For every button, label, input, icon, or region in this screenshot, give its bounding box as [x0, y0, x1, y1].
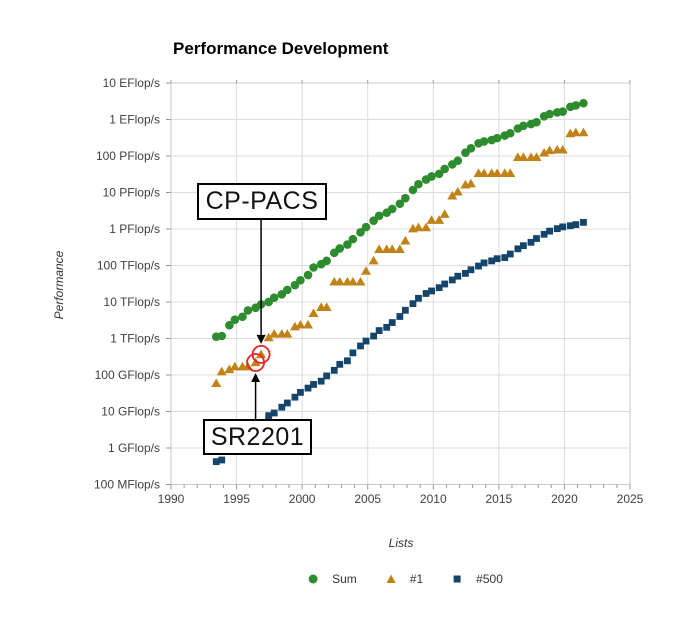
- gridlines: [171, 83, 630, 485]
- svg-text:2025: 2025: [617, 492, 644, 506]
- chart-title: Performance Development: [173, 39, 389, 58]
- svg-text:1 TFlop/s: 1 TFlop/s: [110, 332, 160, 346]
- annotation-box-cp-pacs: CP-PACS: [197, 183, 327, 220]
- svg-text:2000: 2000: [289, 492, 316, 506]
- plot-border: [170, 82, 631, 485]
- legend-label: #500: [476, 572, 503, 586]
- square-marker-icon: [453, 575, 461, 583]
- annotation-arrowhead: [251, 372, 261, 382]
- svg-text:1 PFlop/s: 1 PFlop/s: [109, 222, 160, 236]
- svg-text:100 TFlop/s: 100 TFlop/s: [97, 259, 160, 273]
- svg-text:100 GFlop/s: 100 GFlop/s: [95, 368, 160, 382]
- legend-label: Sum: [332, 572, 357, 586]
- svg-text:2005: 2005: [354, 492, 381, 506]
- svg-text:100 MFlop/s: 100 MFlop/s: [94, 478, 160, 492]
- x-axis-title: Lists: [388, 536, 414, 550]
- svg-text:10 GFlop/s: 10 GFlop/s: [101, 405, 160, 419]
- x-tick-labels: 1990 1995 2000 2005 2010 2015 2020 2025: [158, 492, 644, 506]
- triangle-marker-icon: [386, 574, 396, 583]
- svg-text:1990: 1990: [158, 492, 185, 506]
- annotation-marks: [246, 220, 271, 419]
- legend: Sum #1 #500: [307, 572, 503, 586]
- series-num500: [212, 218, 587, 466]
- legend-item-num500: #500: [451, 572, 503, 586]
- series-sum: [211, 98, 588, 342]
- y-tick-labels: 10 EFlop/s 1 EFlop/s 100 PFlop/s 10 PFlop/s…: [94, 76, 160, 492]
- annotation-box-sr2201: SR2201: [203, 419, 312, 455]
- svg-text:10 TFlop/s: 10 TFlop/s: [104, 295, 160, 309]
- svg-text:2020: 2020: [551, 492, 578, 506]
- svg-text:100 PFlop/s: 100 PFlop/s: [96, 149, 160, 163]
- axis-ticks: [166, 80, 631, 490]
- legend-item-sum: Sum: [307, 572, 357, 586]
- svg-text:10 EFlop/s: 10 EFlop/s: [103, 76, 160, 90]
- legend-label: #1: [409, 572, 424, 586]
- highlight-circle-sr2201: [246, 353, 265, 372]
- svg-text:1 EFlop/s: 1 EFlop/s: [109, 113, 160, 127]
- svg-text:1995: 1995: [223, 492, 250, 506]
- svg-text:1 GFlop/s: 1 GFlop/s: [108, 441, 160, 455]
- svg-text:2015: 2015: [486, 492, 513, 506]
- annotation-arrowhead: [256, 334, 266, 344]
- svg-text:10 PFlop/s: 10 PFlop/s: [103, 186, 160, 200]
- circle-marker-icon: [308, 574, 318, 584]
- svg-text:2010: 2010: [420, 492, 447, 506]
- legend-item-num1: #1: [385, 572, 423, 586]
